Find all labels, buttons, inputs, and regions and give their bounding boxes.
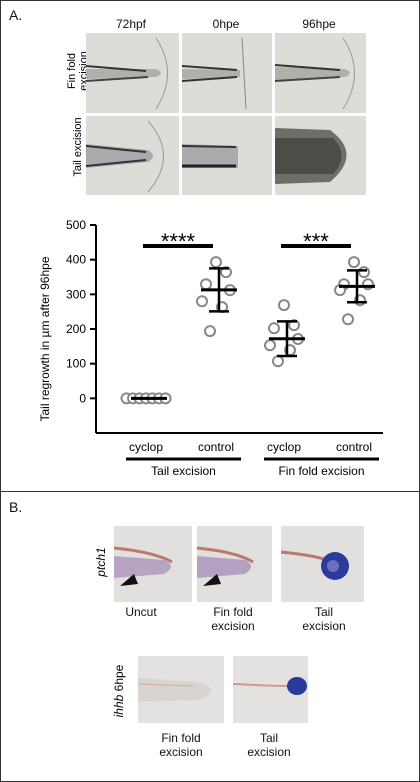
micrograph [275,116,366,195]
gene-label: ihhb 6hpe [112,661,126,721]
in-situ-images [138,656,308,723]
y-tick-label: 0 [79,391,86,405]
caption: Fin fold excision [211,605,255,633]
data-point [204,325,216,338]
x-tick-label: control [336,440,372,454]
data-point [342,313,354,326]
caption: Fin fold excision [159,731,203,759]
micrographs [86,33,366,195]
micrograph [114,526,192,602]
significance-label: **** [161,229,196,254]
stage: 6hpe [112,664,126,692]
micrograph [232,656,308,723]
data-point [348,256,360,269]
data-point [210,256,222,269]
gene-label: ptch1 [94,547,108,577]
y-tick-label: 100 [66,357,86,371]
x-tick-label: cyclop [267,440,301,454]
micrograph [280,526,364,602]
micrograph [86,33,179,113]
micrograph [274,33,366,113]
data-point [268,322,280,335]
group-label: Tail excision [151,464,216,478]
x-tick-label: cyclop [129,440,163,454]
data-point [278,299,290,312]
micrograph [86,116,179,195]
y-tick-label: 400 [66,253,86,267]
x-tick-label: control [198,440,234,454]
caption: Tail excision [247,731,291,759]
divider [1,491,419,492]
micrograph [181,116,272,195]
y-tick-label: 200 [66,322,86,336]
panel-label: B. [9,499,23,515]
column-header: 0hpe [212,17,240,31]
scatter-plot: 0 100 200 300 400 500 Tail regrowth in µm afte… [38,218,383,478]
data-point [200,278,212,291]
data-point [358,266,370,279]
data-point [196,295,208,308]
data-point [264,339,276,352]
data-point [272,355,284,368]
micrograph [196,526,272,602]
y-axis-label: Tail regrowth in µm after 96hpe [38,256,52,421]
in-situ-images [114,526,364,602]
column-header: 96hpe [302,17,336,31]
micrograph [181,33,272,113]
caption: Tail excision [302,605,346,633]
y-tick-label: 500 [66,218,86,232]
y-tick-label: 300 [66,287,86,301]
micrograph [138,656,224,723]
group-label: Fin fold excision [278,464,364,478]
significance-label: *** [303,229,329,254]
gene-name: ihhb [112,694,126,718]
row-label: Tail excision [72,117,84,177]
panel-label: A. [9,7,23,23]
column-header: 72hpf [115,17,147,31]
caption: Uncut [125,605,157,619]
